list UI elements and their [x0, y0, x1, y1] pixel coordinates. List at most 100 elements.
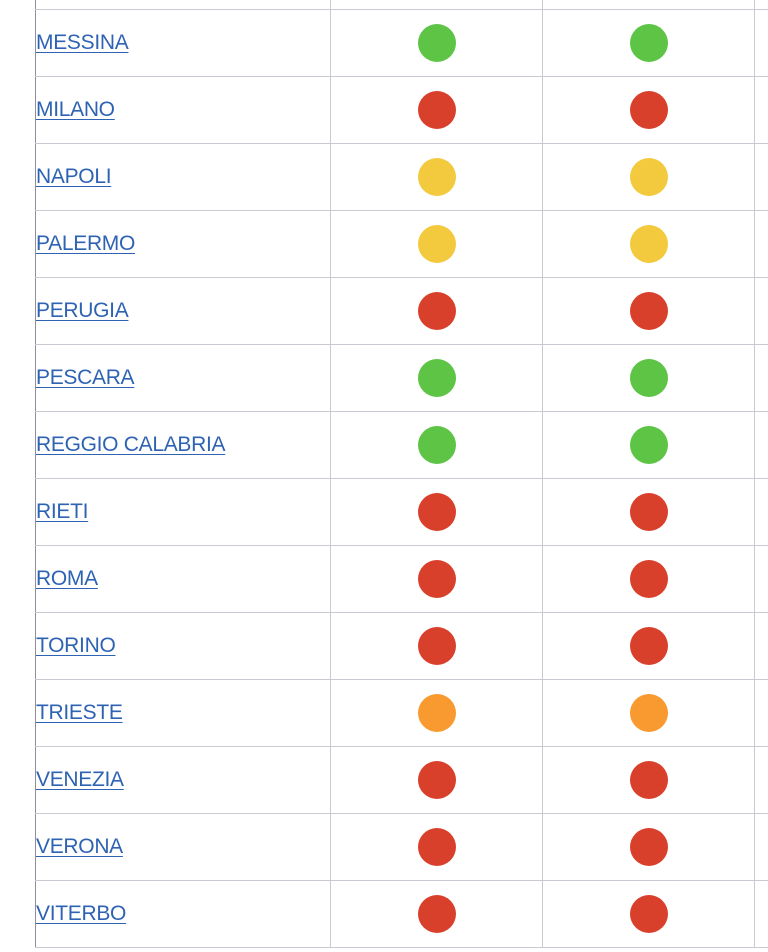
status-cell-2 [542, 612, 755, 680]
extra-cell [754, 545, 768, 613]
city-link[interactable]: ROMA [36, 567, 98, 590]
table-row: MILANO [35, 76, 768, 144]
status-cell-1 [330, 478, 543, 546]
city-link[interactable]: REGGIO CALABRIA [36, 433, 226, 456]
status-cell-1 [330, 880, 543, 948]
status-cell-1 [330, 344, 543, 412]
extra-cell [754, 277, 768, 345]
status-cell-2 [542, 746, 755, 814]
city-cell: REGGIO CALABRIA [35, 411, 331, 479]
city-link[interactable]: VENEZIA [36, 768, 124, 791]
extra-cell [754, 478, 768, 546]
extra-cell [754, 679, 768, 747]
status-dot-green [417, 24, 456, 62]
status-cell-2 [542, 0, 755, 10]
city-link[interactable]: TORINO [36, 634, 116, 657]
status-dot-red [629, 627, 668, 665]
city-cell: PALERMO [35, 210, 331, 278]
table-row: MESSINA [35, 9, 768, 77]
city-link[interactable]: VITERBO [36, 902, 127, 925]
status-cell-1 [330, 0, 543, 10]
status-dot-red [417, 91, 456, 129]
status-dot-red [629, 828, 668, 866]
status-cell-1 [330, 143, 543, 211]
table-row: PESCARA [35, 344, 768, 412]
table-row: TORINO [35, 612, 768, 680]
status-dot-red [629, 493, 668, 531]
status-cell-1 [330, 76, 543, 144]
extra-cell [754, 9, 768, 77]
status-dot-red [417, 627, 456, 665]
status-dot-red [629, 91, 668, 129]
status-dot-red [629, 895, 668, 933]
city-cell: TORINO [35, 612, 331, 680]
status-cell-2 [542, 411, 755, 479]
status-dot-red [417, 493, 456, 531]
status-dot-red [629, 292, 668, 330]
status-dot-green [417, 359, 456, 397]
extra-cell [754, 143, 768, 211]
city-cell [35, 0, 331, 10]
city-link[interactable]: PERUGIA [36, 299, 129, 322]
table-row: RIETI [35, 478, 768, 546]
status-cell-2 [542, 9, 755, 77]
status-cell-1 [330, 545, 543, 613]
city-cell: VENEZIA [35, 746, 331, 814]
status-dot-red [417, 828, 456, 866]
table-row: VERONA [35, 813, 768, 881]
status-dot-red [417, 761, 456, 799]
status-dot-green [629, 24, 668, 62]
city-link[interactable]: MESSINA [36, 31, 129, 54]
status-dot-green [629, 426, 668, 464]
city-cell: VERONA [35, 813, 331, 881]
extra-cell [754, 0, 768, 10]
city-link[interactable]: NAPOLI [36, 165, 112, 188]
status-dot-red [629, 560, 668, 598]
table-row: TRIESTE [35, 679, 768, 747]
city-cell: PESCARA [35, 344, 331, 412]
status-dot-yellow [417, 158, 456, 196]
city-link[interactable]: RIETI [36, 500, 89, 523]
status-cell-2 [542, 478, 755, 546]
city-link[interactable]: VERONA [36, 835, 123, 858]
extra-cell [754, 210, 768, 278]
status-cell-2 [542, 76, 755, 144]
table-row: VENEZIA [35, 746, 768, 814]
status-cell-2 [542, 344, 755, 412]
table-row: NAPOLI [35, 143, 768, 211]
table-row: REGGIO CALABRIA [35, 411, 768, 479]
status-cell-1 [330, 277, 543, 345]
extra-cell [754, 746, 768, 814]
extra-cell [754, 612, 768, 680]
city-cell: PERUGIA [35, 277, 331, 345]
city-link[interactable]: TRIESTE [36, 701, 123, 724]
status-cell-2 [542, 210, 755, 278]
city-link[interactable]: PESCARA [36, 366, 135, 389]
status-dot-orange [417, 694, 456, 732]
city-rows: MESSINA MILANO NAPOLI PALERMO PERUGIA PESCARA… [35, 0, 768, 948]
status-cell-1 [330, 210, 543, 278]
status-cell-1 [330, 813, 543, 881]
status-dot-yellow [417, 225, 456, 263]
status-cell-1 [330, 679, 543, 747]
status-cell-1 [330, 411, 543, 479]
city-cell: MESSINA [35, 9, 331, 77]
status-cell-2 [542, 143, 755, 211]
extra-cell [754, 880, 768, 948]
city-cell: NAPOLI [35, 143, 331, 211]
table-row [35, 0, 768, 10]
city-cell: ROMA [35, 545, 331, 613]
extra-cell [754, 344, 768, 412]
table-row: ROMA [35, 545, 768, 613]
city-link[interactable]: PALERMO [36, 232, 136, 255]
table-row: PALERMO [35, 210, 768, 278]
status-cell-1 [330, 746, 543, 814]
city-link[interactable]: MILANO [36, 98, 115, 121]
status-cell-2 [542, 679, 755, 747]
table-row: VITERBO [35, 880, 768, 948]
city-cell: RIETI [35, 478, 331, 546]
city-cell: TRIESTE [35, 679, 331, 747]
extra-cell [754, 813, 768, 881]
city-cell: MILANO [35, 76, 331, 144]
status-dot-red [417, 560, 456, 598]
